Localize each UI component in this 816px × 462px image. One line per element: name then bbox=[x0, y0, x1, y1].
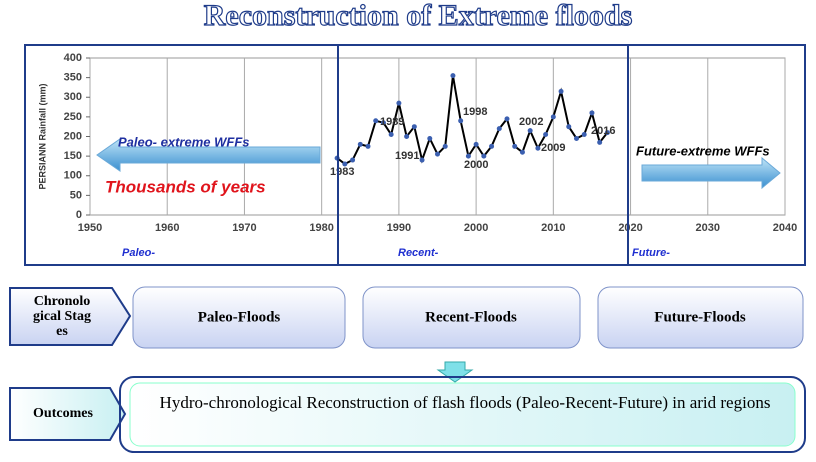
data-point bbox=[427, 135, 433, 141]
data-point bbox=[435, 151, 440, 157]
stage-box bbox=[362, 286, 581, 349]
stage: Recent-Floods bbox=[425, 309, 517, 325]
period-label: Recent- bbox=[398, 247, 439, 259]
plot-area bbox=[89, 57, 786, 216]
data-point bbox=[342, 161, 348, 167]
outcomes-label-box bbox=[9, 387, 127, 441]
outcomes-label: Outcomes bbox=[33, 406, 93, 421]
data-point bbox=[465, 153, 471, 159]
y-axis-label: PERSIANN Rainfall (mm) bbox=[37, 83, 47, 189]
title: Reconstruction of Extreme floods bbox=[204, 0, 633, 32]
data-point bbox=[388, 132, 394, 138]
data-point bbox=[504, 116, 510, 122]
stages-label-wrap: Chronological Stages bbox=[33, 294, 91, 339]
y-tick-label: 300 bbox=[64, 91, 82, 103]
period-label: Future- bbox=[632, 247, 670, 259]
year-annotation: 2002 bbox=[519, 116, 543, 128]
data-point bbox=[411, 124, 417, 130]
data-point bbox=[450, 73, 456, 79]
data-point bbox=[558, 88, 564, 94]
year-annotation: 2016 bbox=[591, 125, 615, 137]
right-arrow bbox=[641, 156, 781, 190]
data-point bbox=[581, 132, 587, 138]
outcome-text: Hydro-chronological Reconstruction of fl… bbox=[159, 393, 771, 412]
data-point bbox=[574, 135, 579, 141]
chart: 1950 1960 1970 1980 1990 2000 2010 2020 2030 2040… bbox=[37, 52, 797, 234]
data-point bbox=[350, 157, 356, 163]
stages-label-box bbox=[9, 287, 132, 346]
outcome-frame bbox=[119, 376, 806, 453]
down-arrow bbox=[436, 361, 474, 383]
data-point bbox=[604, 130, 610, 136]
paleo-note: Paleo- extreme WFFs bbox=[118, 134, 250, 149]
data-point bbox=[550, 114, 556, 120]
y-tick-label: 350 bbox=[64, 72, 82, 84]
data-point bbox=[519, 149, 525, 155]
x-tick-label: 1950 bbox=[78, 222, 102, 234]
y-tick-label: 150 bbox=[64, 150, 82, 162]
x-tick-label: 2000 bbox=[464, 222, 488, 234]
y-tick-label: 0 bbox=[76, 209, 82, 221]
data-point bbox=[597, 139, 603, 145]
y-tick-label: 100 bbox=[64, 170, 82, 182]
year-annotation: 1983 bbox=[330, 166, 354, 178]
x-tick-label: 2020 bbox=[618, 222, 642, 234]
x-tick-label: 1980 bbox=[309, 222, 333, 234]
data-point bbox=[496, 126, 502, 132]
x-tick-label: 2010 bbox=[541, 222, 565, 234]
year-annotation: 1998 bbox=[463, 106, 487, 118]
y-tick-label: 200 bbox=[64, 130, 82, 142]
data-point bbox=[527, 128, 533, 134]
left-arrow bbox=[96, 138, 321, 172]
y-tick-label: 50 bbox=[70, 189, 82, 201]
data-point bbox=[489, 143, 495, 149]
y-tick-label: 400 bbox=[64, 52, 82, 64]
thousands-note: Thousands of years bbox=[105, 177, 266, 196]
data-point bbox=[380, 120, 386, 126]
future-note: Future-extreme WFFs bbox=[636, 143, 770, 158]
period-box bbox=[627, 44, 806, 266]
data-point bbox=[442, 143, 448, 149]
x-tick-label: 2030 bbox=[696, 222, 720, 234]
stage-box bbox=[597, 286, 804, 349]
data-point bbox=[458, 118, 464, 124]
year-annotation: 2000 bbox=[464, 159, 488, 171]
year-annotation: 2009 bbox=[541, 142, 565, 154]
year-annotation: 1991 bbox=[395, 150, 419, 162]
data-point bbox=[543, 132, 549, 138]
data-point bbox=[481, 153, 487, 159]
data-point bbox=[419, 157, 425, 163]
x-tick-label: 2040 bbox=[773, 222, 797, 234]
data-point bbox=[535, 145, 541, 151]
y-tick-label: 250 bbox=[64, 111, 82, 123]
data-point bbox=[396, 100, 402, 106]
data-point bbox=[357, 141, 363, 147]
data-point bbox=[589, 110, 595, 116]
data-point bbox=[373, 118, 379, 124]
x-tick-label: 1990 bbox=[387, 222, 411, 234]
period-label: Paleo- bbox=[122, 247, 155, 259]
x-tick-label: 1970 bbox=[232, 222, 256, 234]
data-point bbox=[473, 141, 479, 147]
data-point bbox=[365, 143, 371, 149]
x-tick-label: 1960 bbox=[155, 222, 179, 234]
outcome-wrap: Hydro-chronological Reconstruction of fl… bbox=[159, 393, 771, 412]
stage-box bbox=[132, 286, 346, 349]
data-point bbox=[566, 124, 572, 130]
year-annotation: 1989 bbox=[380, 116, 404, 128]
stage: Paleo-Floods bbox=[198, 309, 281, 325]
data-point bbox=[512, 143, 518, 149]
outcome-box bbox=[129, 382, 796, 447]
stages-label: Chronological Stages bbox=[33, 294, 91, 339]
data-point bbox=[404, 134, 410, 139]
stage: Future-Floods bbox=[654, 309, 746, 325]
